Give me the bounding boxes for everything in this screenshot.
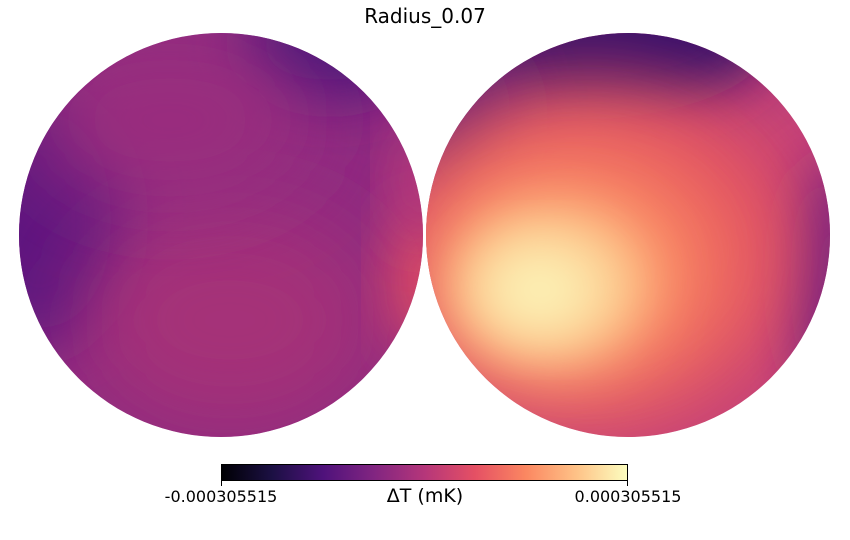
colorbar-tick-min bbox=[221, 481, 222, 486]
colorbar-tick-max bbox=[627, 481, 628, 486]
left-hemisphere bbox=[19, 33, 423, 437]
right-hotspot bbox=[480, 245, 600, 335]
colorbar-min-label: -0.000305515 bbox=[164, 487, 278, 506]
right-hemisphere bbox=[426, 33, 830, 437]
colorbar-unit-label: ΔT (mK) bbox=[386, 485, 464, 507]
colorbar-max-label: 0.000305515 bbox=[574, 487, 682, 506]
chart-title: Radius_0.07 bbox=[364, 4, 486, 28]
colorbar bbox=[221, 464, 628, 481]
